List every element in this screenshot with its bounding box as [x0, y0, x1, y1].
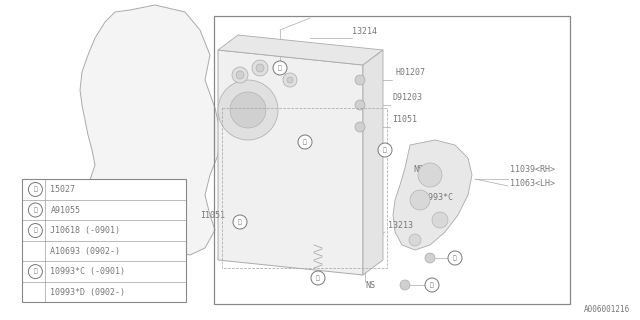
Text: D91203: D91203 [392, 93, 422, 102]
Circle shape [448, 251, 462, 265]
Text: 10993*C (-0901): 10993*C (-0901) [51, 267, 125, 276]
Text: 13214: 13214 [352, 27, 377, 36]
Circle shape [28, 224, 42, 237]
Text: ②: ② [316, 275, 320, 281]
Text: 10993*C: 10993*C [418, 193, 453, 202]
Circle shape [252, 60, 268, 76]
Polygon shape [363, 50, 383, 275]
Text: 13213: 13213 [388, 221, 413, 230]
Circle shape [28, 265, 42, 279]
Bar [222, 108, 387, 268]
Circle shape [425, 253, 435, 263]
Text: ③: ③ [430, 282, 434, 288]
Polygon shape [218, 50, 363, 275]
Bar [214, 16, 570, 304]
Circle shape [378, 143, 392, 157]
Text: ②: ② [33, 207, 37, 213]
Circle shape [432, 212, 448, 228]
Circle shape [311, 271, 325, 285]
Polygon shape [393, 140, 472, 250]
Circle shape [425, 278, 439, 292]
Circle shape [28, 203, 42, 217]
Text: NS: NS [413, 165, 423, 174]
Circle shape [230, 92, 266, 128]
Text: I1051: I1051 [200, 211, 225, 220]
Circle shape [218, 80, 278, 140]
Circle shape [232, 67, 248, 83]
Text: ④: ④ [33, 269, 37, 274]
Circle shape [298, 135, 312, 149]
Circle shape [236, 71, 244, 79]
Text: ④: ④ [453, 255, 457, 261]
Text: H01207: H01207 [395, 68, 425, 77]
Text: A10693 (0902-): A10693 (0902-) [51, 247, 120, 256]
Bar [22, 179, 186, 302]
Circle shape [409, 234, 421, 246]
Circle shape [287, 77, 293, 83]
Circle shape [355, 122, 365, 132]
Text: ①: ① [278, 65, 282, 71]
Text: 11063<LH>: 11063<LH> [510, 179, 555, 188]
Text: ③: ③ [33, 228, 37, 233]
Circle shape [400, 280, 410, 290]
Text: I1051: I1051 [392, 115, 417, 124]
Text: 15027: 15027 [51, 185, 76, 194]
Circle shape [355, 75, 365, 85]
Polygon shape [218, 35, 383, 65]
Text: A91055: A91055 [51, 205, 81, 214]
Circle shape [418, 163, 442, 187]
Circle shape [355, 100, 365, 110]
Text: J10618 (-0901): J10618 (-0901) [51, 226, 120, 235]
Circle shape [283, 73, 297, 87]
Text: ①: ① [303, 139, 307, 145]
Text: ①: ① [238, 219, 242, 225]
Circle shape [28, 182, 42, 196]
Text: ①: ① [33, 187, 37, 192]
Circle shape [410, 190, 430, 210]
Text: 10993*D (0902-): 10993*D (0902-) [51, 288, 125, 297]
Bar [221, 122, 378, 282]
Text: NS: NS [365, 281, 375, 290]
Text: A006001216: A006001216 [584, 305, 630, 314]
Text: ①: ① [383, 147, 387, 153]
Text: 11039<RH>: 11039<RH> [510, 165, 555, 174]
Circle shape [233, 215, 247, 229]
Text: FRONT: FRONT [44, 179, 67, 188]
Circle shape [273, 61, 287, 75]
Polygon shape [70, 5, 220, 258]
Circle shape [256, 64, 264, 72]
